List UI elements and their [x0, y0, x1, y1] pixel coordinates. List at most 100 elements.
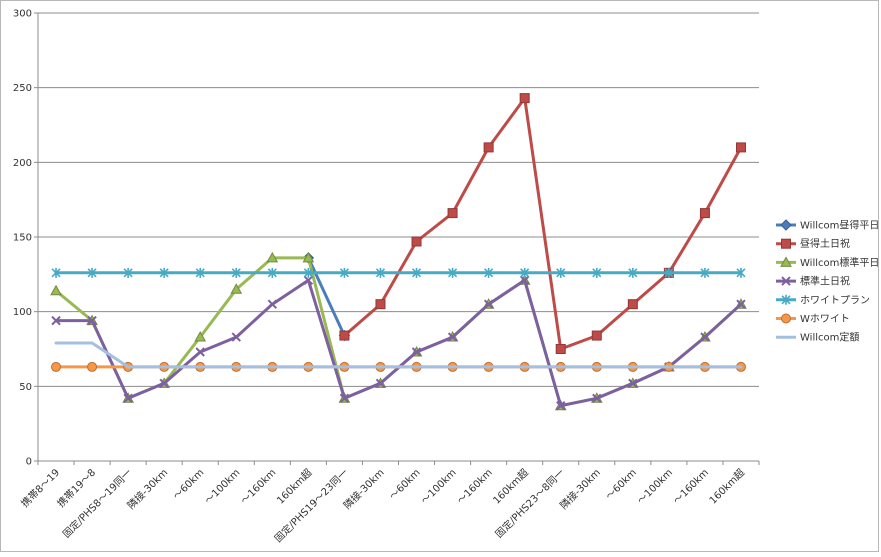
data-point — [231, 332, 241, 342]
data-point — [375, 299, 386, 310]
y-tick-label: 50 — [19, 382, 32, 393]
data-point — [87, 361, 98, 372]
data-point — [483, 142, 494, 153]
x-tick-label: 160km超 — [706, 466, 747, 507]
data-point — [556, 267, 566, 278]
data-point — [50, 284, 62, 296]
legend-item: Willcom標準平日 — [776, 256, 879, 269]
legend-marker — [781, 294, 791, 305]
y-tick-labels: 0 50 100 150 200 250 300 — [13, 9, 32, 468]
legend-marker — [781, 276, 791, 286]
data-point — [194, 331, 207, 342]
data-point — [736, 267, 746, 278]
series-7 — [54, 341, 743, 369]
data-point — [592, 393, 602, 403]
legend-item: Willcom昼得平日 — [776, 219, 879, 232]
legend-label: Willcom定額 — [800, 331, 859, 344]
y-tick-label: 0 — [26, 457, 32, 468]
legend-label: 標準土日祝 — [800, 275, 850, 288]
legend-label: Willcom標準平日 — [800, 256, 879, 269]
y-tick-label: 100 — [13, 307, 32, 318]
data-point — [267, 267, 277, 278]
data-point — [231, 267, 241, 278]
x-tick-label: ～60km — [172, 467, 207, 502]
data-point — [556, 401, 566, 411]
data-point — [628, 267, 638, 278]
data-point — [628, 378, 638, 389]
data-point — [159, 378, 169, 389]
axes — [34, 12, 760, 465]
series-line — [54, 256, 743, 408]
data-point — [375, 267, 386, 278]
data-point — [519, 93, 530, 104]
x-tick-label: ～60km — [388, 467, 423, 502]
data-point — [87, 267, 97, 278]
series-line — [342, 96, 743, 351]
data-point — [411, 236, 422, 247]
gridlines — [38, 12, 759, 387]
legend-marker — [780, 219, 792, 231]
y-tick-label: 150 — [13, 233, 32, 244]
legend-item: 標準土日祝 — [776, 275, 850, 288]
series-lines — [50, 93, 747, 411]
legend-item: 昼得土日祝 — [776, 237, 850, 250]
data-point — [591, 330, 602, 341]
data-point — [519, 275, 530, 286]
x-tick-label: ～60km — [604, 467, 639, 502]
legend-label: ホワイトプラン — [800, 294, 870, 306]
data-point — [736, 299, 746, 309]
legend-label: Wホワイト — [800, 313, 850, 325]
data-point — [700, 267, 710, 278]
legend-label: 昼得土日祝 — [800, 237, 850, 250]
series-line — [54, 341, 743, 369]
y-tick-label: 250 — [13, 83, 32, 94]
data-point — [447, 332, 458, 342]
x-tick-label: 固定/PHS23～8同一 — [492, 466, 567, 541]
x-tick-label: ～100km — [636, 467, 675, 506]
legend-marker — [781, 238, 791, 249]
data-point — [51, 315, 61, 326]
x-tick-label: ～100km — [203, 467, 242, 506]
data-point — [123, 267, 133, 278]
data-point — [555, 344, 566, 354]
data-point — [627, 299, 638, 310]
data-point — [592, 267, 602, 278]
data-point — [699, 208, 710, 219]
data-point — [664, 267, 674, 278]
data-point — [483, 299, 494, 309]
data-point — [159, 267, 169, 278]
data-point — [267, 299, 278, 309]
data-point — [195, 267, 205, 278]
data-point — [339, 267, 349, 278]
data-point — [700, 332, 710, 342]
data-point — [302, 251, 315, 263]
data-point — [195, 347, 205, 357]
data-point — [339, 330, 350, 341]
data-point — [303, 267, 313, 278]
data-point — [123, 393, 133, 403]
legend-marker — [780, 256, 792, 267]
data-point — [375, 378, 386, 389]
data-point — [411, 347, 422, 357]
series-2 — [339, 93, 746, 354]
data-point — [303, 275, 314, 286]
x-tick-label: ～160km — [455, 467, 494, 506]
series-line — [306, 256, 346, 338]
legend-label: Willcom昼得平日 — [800, 220, 879, 232]
x-tick-label: ～160km — [672, 467, 711, 506]
y-tick-label: 200 — [13, 158, 32, 169]
data-point — [87, 315, 97, 326]
x-tick-label: ～160km — [239, 467, 278, 506]
legend-item: Wホワイト — [776, 313, 850, 325]
data-point — [448, 267, 458, 278]
x-tick-label: ～100km — [419, 467, 458, 506]
data-point — [51, 267, 61, 278]
data-point — [411, 267, 422, 278]
data-point — [339, 393, 350, 403]
series-5 — [51, 267, 746, 278]
data-point — [230, 283, 243, 294]
